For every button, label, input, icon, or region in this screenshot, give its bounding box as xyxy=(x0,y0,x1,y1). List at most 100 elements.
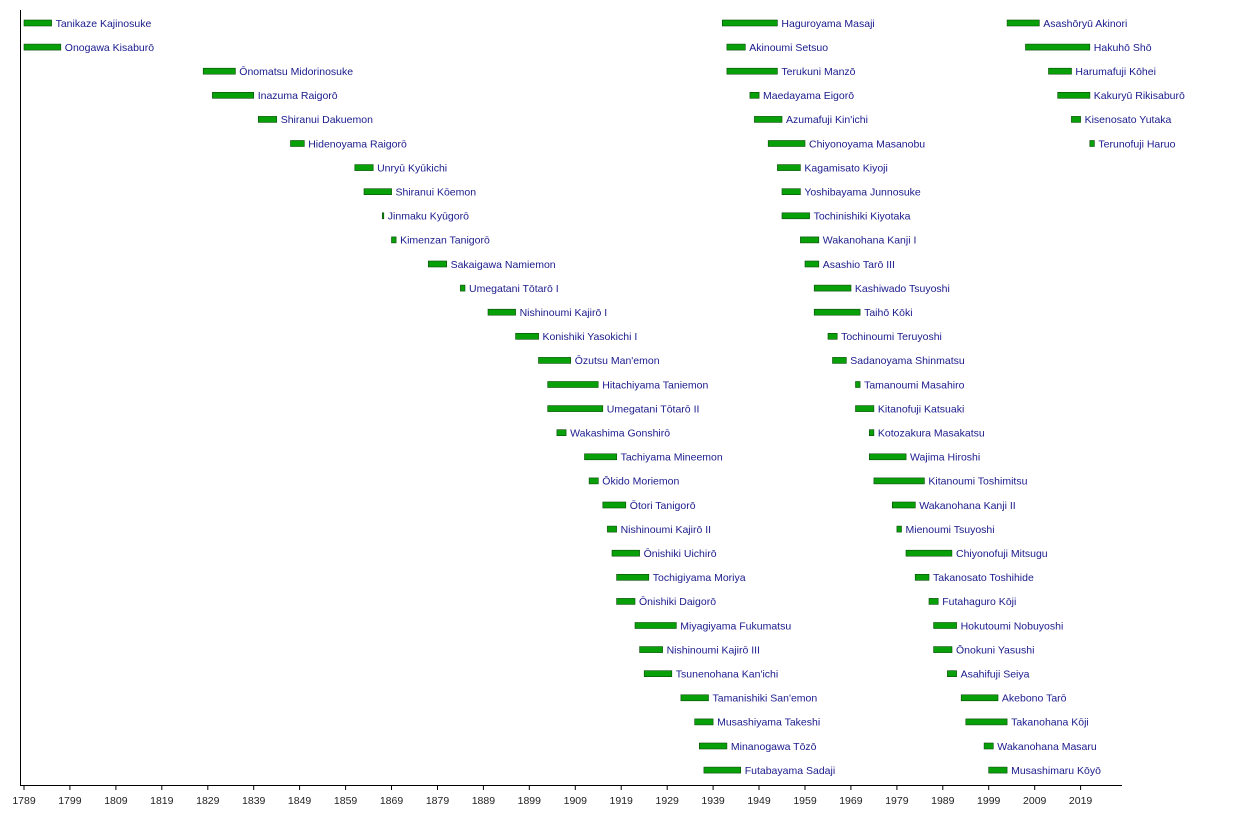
bar-0-9 xyxy=(391,236,397,244)
bar-label-1-22: Chiyonofuji Mitsugu xyxy=(956,548,1048,560)
bar-0-22 xyxy=(611,549,640,557)
bar-label-1-28: Akebono Tarō xyxy=(1002,693,1067,705)
bar-label-0-29: Musashiyama Takeshi xyxy=(717,717,820,729)
bar-label-0-5: Hidenoyama Raigorō xyxy=(308,138,407,150)
bar-1-8 xyxy=(781,212,810,220)
bar-0-24 xyxy=(616,598,636,605)
x-tick-label-7: 1859 xyxy=(334,795,358,807)
bar-label-1-21: Mienoumi Tsuyoshi xyxy=(906,524,995,536)
bar-label-0-17: Wakashima Gonshirō xyxy=(570,428,670,440)
bar-label-1-4: Azumafuji Kin'ichi xyxy=(786,114,868,126)
bar-0-27 xyxy=(643,670,673,678)
bar-0-28 xyxy=(680,694,709,702)
bar-label-1-6: Kagamisato Kiyoji xyxy=(804,162,887,174)
bar-0-10 xyxy=(427,260,447,268)
bar-1-19 xyxy=(873,477,925,485)
bar-2-0 xyxy=(1006,19,1040,27)
bar-label-0-27: Tsunenohana Kan'ichi xyxy=(676,669,778,681)
bar-label-1-8: Tochinishiki Kiyotaka xyxy=(814,211,911,223)
bar-1-3 xyxy=(749,92,760,99)
x-tick-label-17: 1959 xyxy=(793,795,817,807)
bar-label-0-6: Unryū Kyūkichi xyxy=(377,162,447,174)
x-tick-label-0: 1789 xyxy=(12,795,36,807)
bar-1-13 xyxy=(827,332,838,340)
bar-label-1-14: Sadanoyama Shinmatsu xyxy=(850,355,965,367)
bar-1-23 xyxy=(914,573,930,581)
bar-label-0-16: Umegatani Tōtarō II xyxy=(607,403,700,415)
bar-0-17 xyxy=(556,429,567,437)
bar-0-25 xyxy=(634,622,677,629)
bar-0-20 xyxy=(602,501,627,509)
bar-0-0 xyxy=(23,19,52,27)
bar-1-21 xyxy=(896,525,902,533)
bar-label-1-31: Musashimaru Kōyō xyxy=(1011,765,1101,777)
x-tick-label-20: 1989 xyxy=(931,795,955,807)
x-tick-label-1: 1799 xyxy=(58,795,82,807)
bar-0-2 xyxy=(202,67,236,75)
bar-1-7 xyxy=(781,188,801,195)
x-tick-label-15: 1939 xyxy=(701,795,725,807)
bar-label-1-13: Tochinoumi Teruyoshi xyxy=(841,331,942,343)
bar-0-30 xyxy=(698,742,728,750)
bar-label-0-25: Miyagiyama Fukumatsu xyxy=(680,620,791,632)
x-tick-label-2: 1809 xyxy=(104,795,128,807)
bar-0-4 xyxy=(257,116,277,123)
bar-2-1 xyxy=(1025,43,1091,51)
bar-0-1 xyxy=(23,43,62,51)
bar-label-1-24: Futahaguro Kōji xyxy=(942,596,1016,608)
bar-label-1-9: Wakanohana Kanji I xyxy=(823,235,917,247)
bar-label-1-27: Asahifuji Seiya xyxy=(961,669,1030,681)
x-tick-label-14: 1929 xyxy=(656,795,680,807)
bar-1-29 xyxy=(965,718,1008,726)
bar-1-14 xyxy=(832,357,847,364)
bar-label-0-7: Shiranui Kōemon xyxy=(396,187,477,199)
bar-label-0-24: Ōnishiki Daigorō xyxy=(639,596,716,608)
bar-label-1-19: Kitanoumi Toshimitsu xyxy=(928,476,1027,488)
bar-label-0-22: Ōnishiki Uichirō xyxy=(644,548,717,560)
bar-0-31 xyxy=(703,766,742,774)
bars-layer xyxy=(23,19,1095,774)
x-tick-label-12: 1909 xyxy=(564,795,588,807)
bar-label-0-23: Tochigiyama Moriya xyxy=(653,572,746,584)
bar-label-0-28: Tamanishiki San'emon xyxy=(713,693,818,705)
bar-1-30 xyxy=(983,742,994,750)
bar-label-1-17: Kotozakura Masakatsu xyxy=(878,428,985,440)
bar-0-19 xyxy=(588,477,599,485)
bar-label-2-3: Kakuryū Rikisaburō xyxy=(1094,90,1185,102)
bar-1-25 xyxy=(933,622,957,629)
bar-0-7 xyxy=(363,188,392,195)
bar-label-0-30: Minanogawa Tōzō xyxy=(731,741,817,753)
x-axis: 1789 1799 1809 1819 1829 1839 1849 1859 1869 1879… xyxy=(12,10,1122,807)
bar-label-0-4: Shiranui Dakuemon xyxy=(281,114,373,126)
x-tick-label-13: 1919 xyxy=(610,795,634,807)
labels-layer: Tanikaze Kajinosuke Onogawa Kisaburō Ōnoma… xyxy=(56,18,1185,777)
bar-1-31 xyxy=(988,766,1008,774)
bar-label-0-1: Onogawa Kisaburō xyxy=(65,42,154,54)
bar-label-0-9: Kimenzan Tanigorō xyxy=(400,235,490,247)
bar-1-15 xyxy=(855,381,861,388)
bar-2-5 xyxy=(1089,140,1095,147)
bar-0-5 xyxy=(290,140,305,147)
bar-label-1-30: Wakanohana Masaru xyxy=(997,741,1097,753)
bar-label-0-13: Konishiki Yasokichi I xyxy=(543,331,638,343)
bar-label-1-0: Haguroyama Masaji xyxy=(781,18,874,30)
bar-0-15 xyxy=(547,381,599,388)
bar-label-1-12: Taihō Kōki xyxy=(864,307,912,319)
bar-label-1-25: Hokutoumi Nobuyoshi xyxy=(961,620,1064,632)
bar-label-0-18: Tachiyama Mineemon xyxy=(621,452,723,464)
bar-0-14 xyxy=(538,357,572,364)
x-tick-label-19: 1979 xyxy=(885,795,909,807)
bar-1-20 xyxy=(891,501,916,509)
x-tick-label-11: 1899 xyxy=(518,795,542,807)
bar-0-16 xyxy=(547,405,604,412)
bar-label-0-14: Ōzutsu Man'emon xyxy=(575,355,660,367)
bar-1-17 xyxy=(868,429,875,437)
bar-1-18 xyxy=(868,453,907,461)
bar-1-5 xyxy=(767,140,806,147)
x-tick-label-23: 2019 xyxy=(1069,795,1093,807)
bar-label-1-29: Takanohana Kōji xyxy=(1011,717,1089,729)
bar-label-1-2: Terukuni Manzō xyxy=(781,66,855,78)
x-tick-label-5: 1839 xyxy=(242,795,266,807)
bar-2-3 xyxy=(1057,92,1091,99)
bar-1-26 xyxy=(933,646,953,653)
